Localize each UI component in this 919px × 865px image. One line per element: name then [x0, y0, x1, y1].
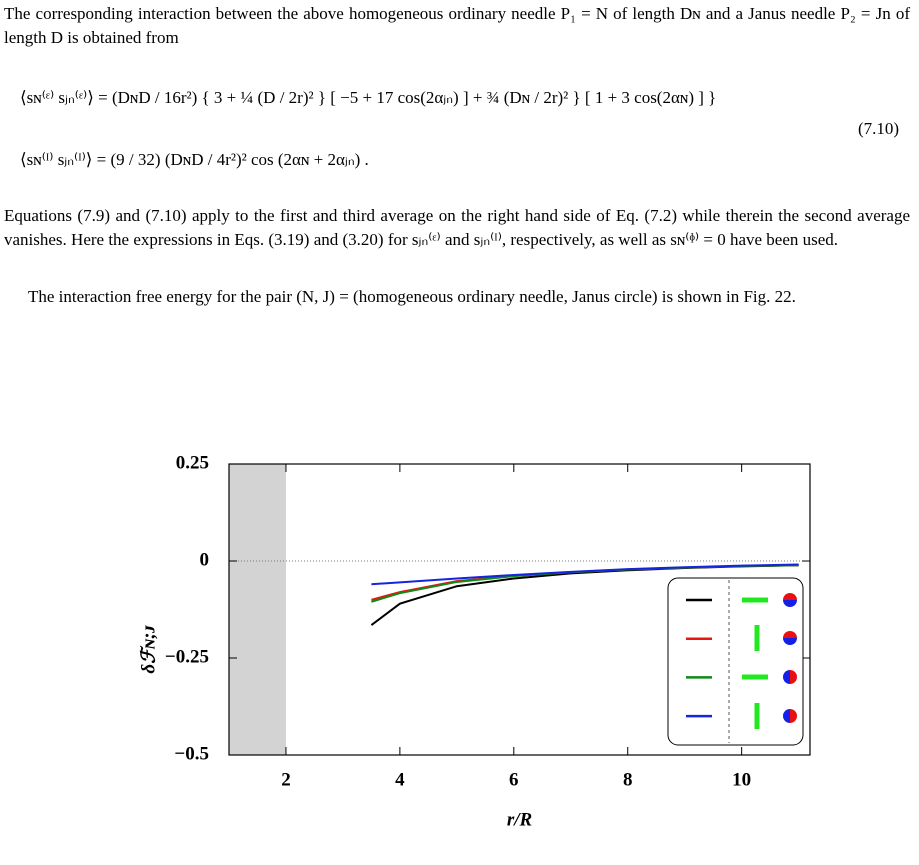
plot-frame	[228, 463, 811, 756]
excluded-region	[229, 464, 286, 755]
legend-box	[667, 577, 804, 746]
y-tick-label: −0.25	[165, 646, 209, 667]
legend	[667, 577, 804, 746]
y-tick-label: 0	[200, 549, 210, 570]
y-tick-label: −0.5	[174, 743, 209, 764]
paragraph: The corresponding interaction between th…	[4, 4, 910, 47]
x-tick-label: 6	[509, 769, 519, 790]
paragraph: The interaction free energy for the pair…	[28, 287, 796, 306]
icon	[783, 600, 797, 607]
icon	[783, 631, 797, 638]
icon	[790, 709, 797, 723]
icon	[783, 709, 790, 723]
x-tick-label: 10	[732, 769, 751, 790]
paragraph: Equations (7.9) and (7.10) apply to the …	[4, 206, 910, 249]
y-tick-label: 0.25	[176, 452, 209, 473]
equation: ⟨sɴ⁽ᴵ⁾ sⱼₙ⁽ᴵ⁾⟩ = (9 / 32) (DɴD / 4r²)² c…	[20, 150, 369, 169]
icon	[783, 638, 797, 645]
icon	[783, 593, 797, 600]
icon	[783, 670, 790, 684]
x-tick-label: 4	[395, 769, 405, 790]
x-tick-label: 8	[623, 769, 633, 790]
icon	[790, 670, 797, 684]
y-axis-label: δℱɴ;ᴊ	[138, 625, 159, 674]
equation-number: (7.10)	[858, 119, 900, 138]
equation: ⟨sɴ⁽ᵋ⁾ sⱼₙ⁽ᵋ⁾⟩ = (DɴD / 16r²) { 3 + ¼ (D…	[20, 88, 717, 107]
series-line	[371, 563, 799, 586]
x-axis-label: r/R	[507, 809, 532, 830]
x-tick-label: 2	[281, 769, 291, 790]
